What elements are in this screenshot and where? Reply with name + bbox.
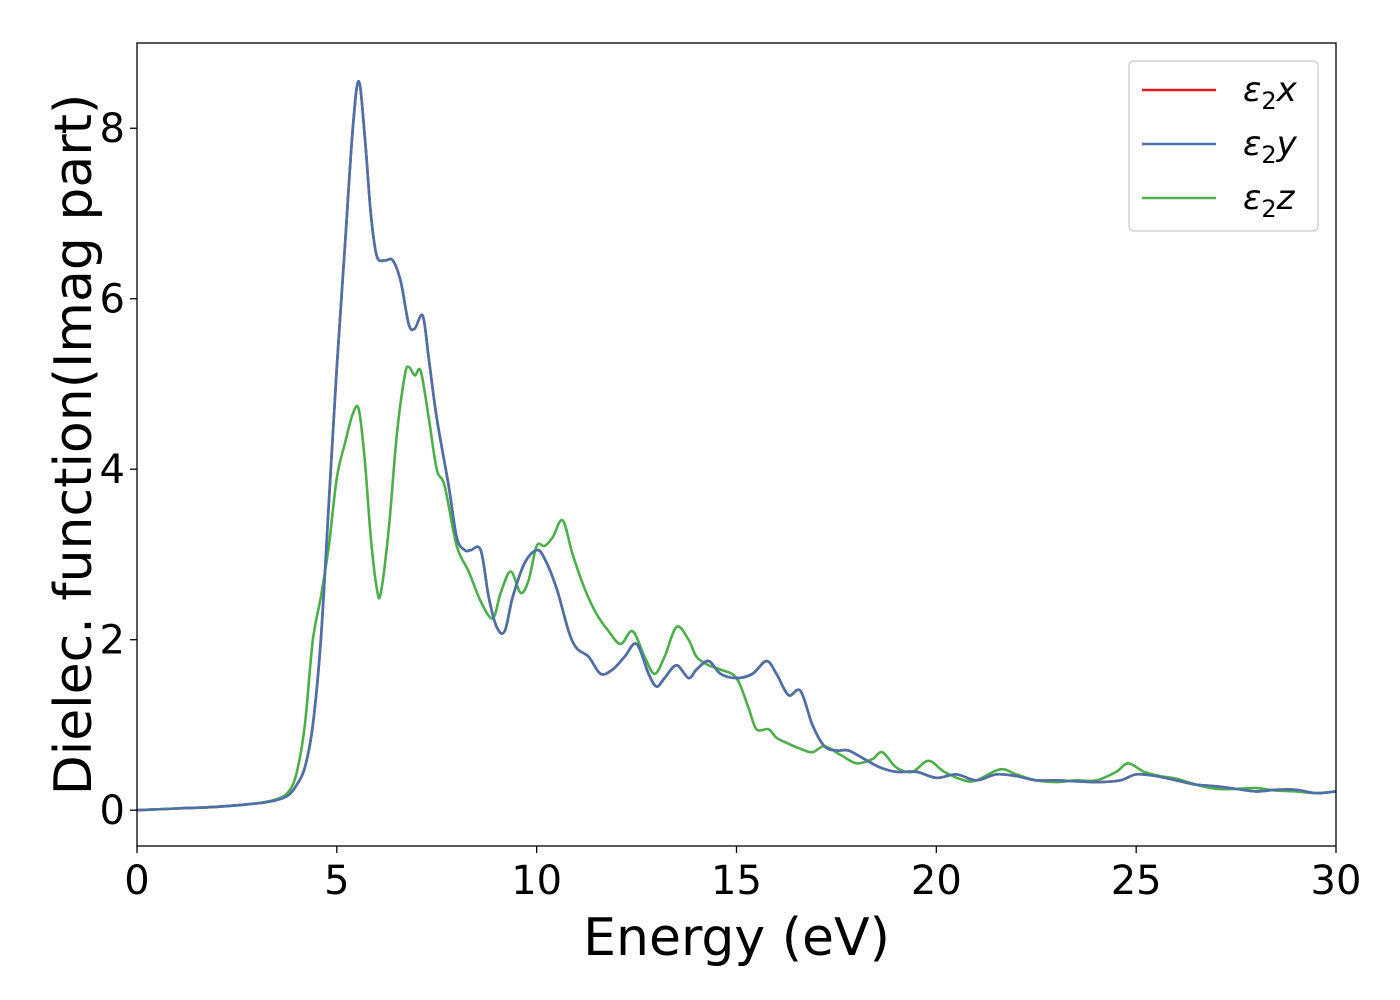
x-tick-label: 5 [324, 858, 349, 904]
series-line-z [137, 365, 1336, 812]
x-tick-label: 20 [911, 858, 962, 904]
x-tick-label: 30 [1311, 858, 1362, 904]
y-tick-label: 8 [100, 106, 125, 152]
y-axis-label: Dielec. function(Imag part) [44, 94, 104, 796]
legend-label-x: ε2x [1243, 70, 1298, 115]
x-tick-label: 0 [124, 858, 149, 904]
legend-label-y: ε2y [1243, 124, 1298, 169]
x-tick-label: 15 [711, 858, 762, 904]
legend-box [1128, 60, 1319, 232]
x-axis-label: Energy (eV) [583, 908, 890, 968]
y-tick-label: 0 [100, 788, 125, 834]
y-tick-label: 4 [100, 447, 125, 493]
axes-layer: 0 5 10 15 20 25 30 0 2 4 6 8 [100, 106, 1362, 904]
x-tick-label: 25 [1111, 858, 1162, 904]
y-tick-label: 6 [100, 277, 125, 323]
x-tick-label: 10 [511, 858, 562, 904]
series-layer [137, 80, 1336, 812]
series-line-y [137, 80, 1336, 812]
y-tick-label: 2 [100, 618, 125, 664]
legend: ε2x ε2y ε2z [1128, 60, 1319, 232]
legend-label-z: ε2z [1243, 178, 1296, 223]
